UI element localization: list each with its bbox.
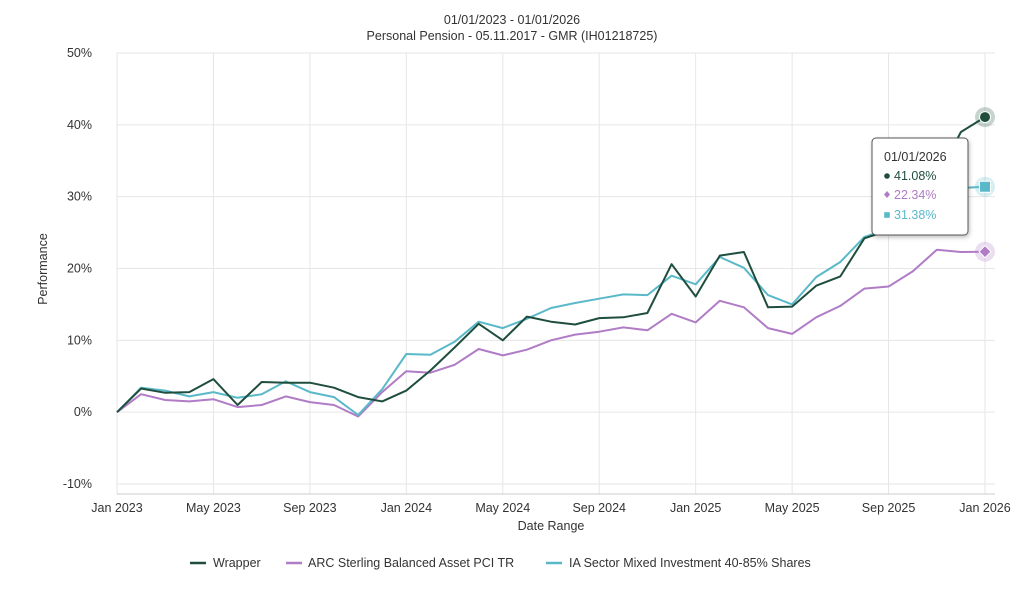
series-line-ia <box>116 185 986 416</box>
legend: Wrapper ARC Sterling Balanced Asset PCI … <box>190 556 811 570</box>
series-layer <box>116 116 986 418</box>
x-axis-ticks: Jan 2023 May 2023 Sep 2023 Jan 2024 May 2024… <box>91 501 1010 515</box>
x-tick-label: Jan 2024 <box>381 501 432 515</box>
x-tick-label: Jan 2025 <box>670 501 721 515</box>
x-tick-label: Sep 2025 <box>862 501 916 515</box>
x-axis-title: Date Range <box>518 519 585 533</box>
series-line-arc <box>116 248 986 418</box>
tooltip-marker-ia <box>884 212 890 218</box>
legend-item-wrapper[interactable]: Wrapper <box>190 556 261 570</box>
legend-item-arc[interactable]: ARC Sterling Balanced Asset PCI TR <box>286 556 514 570</box>
chart-subtitle: Personal Pension - 05.11.2017 - GMR (IH0… <box>367 29 658 43</box>
x-tick-label: May 2023 <box>186 501 241 515</box>
y-tick-label: 30% <box>67 190 92 204</box>
y-tick-label: -10% <box>63 477 92 491</box>
grid <box>116 52 995 494</box>
y-tick-label: 50% <box>67 46 92 60</box>
tooltip-date: 01/01/2026 <box>884 150 947 164</box>
tooltip-box <box>871 137 969 236</box>
legend-item-ia[interactable]: IA Sector Mixed Investment 40-85% Shares <box>546 556 811 570</box>
x-tick-label: Sep 2024 <box>572 501 626 515</box>
tooltip-value-wrapper: 41.08% <box>894 169 936 183</box>
tooltip-marker-arc <box>884 191 890 198</box>
legend-label-ia: IA Sector Mixed Investment 40-85% Shares <box>569 556 811 570</box>
y-tick-label: 10% <box>67 333 92 347</box>
tooltip-marker-wrapper <box>884 173 890 179</box>
x-tick-label: Jan 2023 <box>91 501 142 515</box>
chart-title: 01/01/2023 - 01/01/2026 <box>444 13 580 27</box>
series-marker-arc <box>978 244 992 259</box>
legend-label-wrapper: Wrapper <box>213 556 261 570</box>
y-axis-ticks: -10% 0% 10% 20% 30% 40% 50% <box>63 46 92 491</box>
series-marker-ia <box>979 180 991 193</box>
y-tick-label: 20% <box>67 262 92 276</box>
tooltip-value-arc: 22.34% <box>894 188 936 202</box>
hover-tooltip: 01/01/2026 41.08% 22.34% 31.38% <box>871 137 969 236</box>
marker-layer <box>975 107 995 262</box>
x-tick-label: May 2025 <box>765 501 820 515</box>
y-tick-label: 40% <box>67 118 92 132</box>
tooltip-value-ia: 31.38% <box>894 208 936 222</box>
y-tick-label: 0% <box>74 405 92 419</box>
y-axis-title: Performance <box>36 233 50 305</box>
x-tick-label: Jan 2026 <box>959 501 1010 515</box>
x-tick-label: Sep 2023 <box>283 501 337 515</box>
series-marker-wrapper <box>979 111 991 124</box>
series-line-wrapper <box>116 116 986 413</box>
legend-label-arc: ARC Sterling Balanced Asset PCI TR <box>308 556 514 570</box>
x-tick-label: May 2024 <box>475 501 530 515</box>
